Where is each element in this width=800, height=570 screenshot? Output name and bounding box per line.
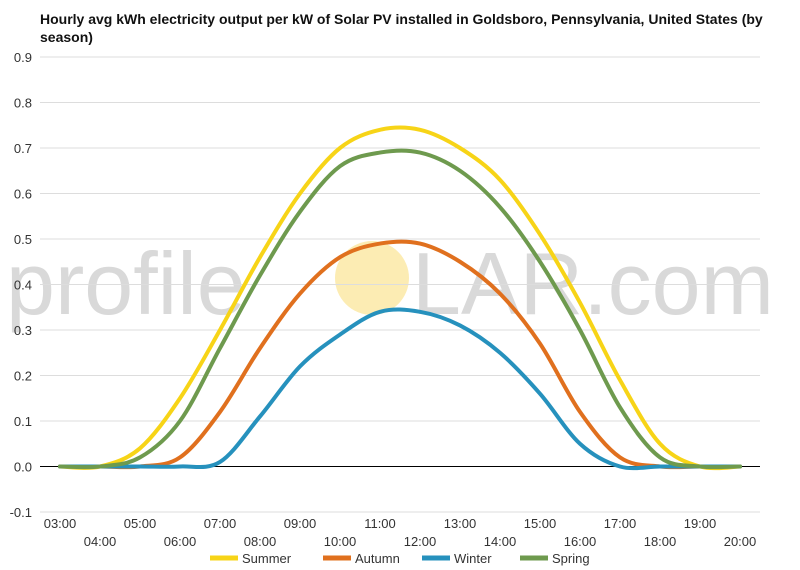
x-tick-label: 13:00 [444, 516, 477, 531]
series-line-spring [58, 148, 742, 470]
y-tick-label: 0.2 [14, 369, 32, 384]
y-tick-label: 0.8 [14, 96, 32, 111]
x-tick-label: 11:00 [364, 516, 396, 531]
x-tick-label: 10:00 [324, 534, 357, 549]
chart-title: Hourly avg kWh electricity output per kW… [40, 11, 763, 45]
y-tick-label: 0.3 [14, 323, 32, 338]
x-tick-label: 17:00 [604, 516, 637, 531]
y-tick-label: 0.1 [14, 414, 32, 429]
x-tick-label: 09:00 [284, 516, 317, 531]
x-tick-label: 18:00 [644, 534, 677, 549]
x-tick-label: 08:00 [244, 534, 277, 549]
watermark-text-right: LAR.com [412, 234, 774, 333]
x-tick-label: 06:00 [164, 534, 197, 549]
y-tick-label: 0.0 [14, 460, 32, 475]
x-tick-label: 04:00 [84, 534, 117, 549]
legend: Summer Autumn Winter Spring [210, 551, 590, 566]
watermark-text-left: profile [6, 234, 246, 333]
grid-lines [40, 56, 760, 513]
series-line-winter [58, 307, 742, 471]
y-tick-label: 0.5 [14, 232, 32, 247]
x-tick-label: 14:00 [484, 534, 517, 549]
x-axis-ticks: 03:00 04:00 05:00 06:00 07:00 08:00 09:00 10:00… [44, 516, 757, 549]
watermark-sun-icon [335, 241, 409, 315]
series-line-autumn [58, 239, 742, 470]
legend-label: Summer [242, 551, 292, 566]
x-tick-label: 03:00 [44, 516, 77, 531]
y-axis-ticks: -0.1 0.0 0.1 0.2 0.3 0.4 0.5 0.6 0.7 0.8 0.9 [10, 50, 32, 520]
x-tick-label: 20:00 [724, 534, 757, 549]
legend-label: Winter [454, 551, 492, 566]
x-tick-label: 19:00 [684, 516, 717, 531]
y-tick-label: 0.4 [14, 278, 32, 293]
watermark: profile LAR.com [6, 234, 774, 333]
legend-label: Spring [552, 551, 590, 566]
x-tick-label: 15:00 [524, 516, 557, 531]
x-tick-label: 12:00 [404, 534, 437, 549]
x-tick-label: 05:00 [124, 516, 157, 531]
x-tick-label: 07:00 [204, 516, 237, 531]
legend-label: Autumn [355, 551, 400, 566]
y-tick-label: 0.7 [14, 141, 32, 156]
x-tick-label: 16:00 [564, 534, 597, 549]
y-tick-label: 0.9 [14, 50, 32, 65]
series-lines [58, 125, 742, 471]
y-tick-label: -0.1 [10, 505, 32, 520]
y-tick-label: 0.6 [14, 187, 32, 202]
series-line-summer [58, 125, 742, 471]
